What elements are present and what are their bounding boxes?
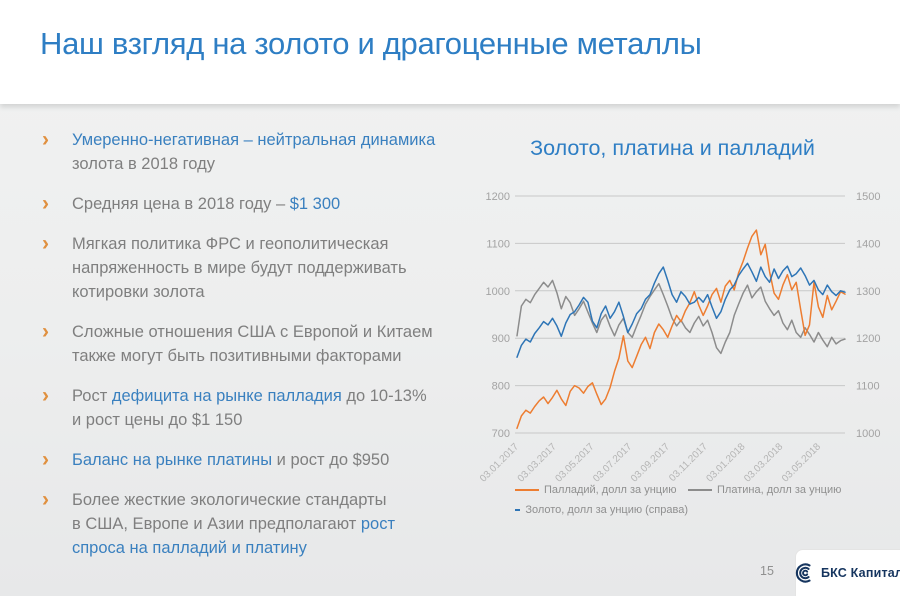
chart-legend: Палладий, долл за унцию Платина, долл за… [515,484,885,524]
y-axis-label-right: 1400 [856,238,880,250]
y-axis-label-left: 900 [492,333,510,345]
logo: БКС Капитал [793,562,900,584]
bullet-list: › Умеренно-негативная – нейтральная динам… [42,128,462,576]
chart-panel: 1200 1500 1100 1400 1000 1300 900 1200 800 1100 70… [470,183,895,485]
bcs-globe-icon [795,563,811,583]
legend-row: Золото, долл за унцию (справа) [515,504,885,516]
bullet-text: Баланс на рынке платины и рост до $950 [72,451,390,469]
legend-label-platinum: Платина, долл за унцию [717,484,842,496]
y-axis-label-right: 1200 [856,333,880,345]
chart-title: Золото, платина и палладий [530,136,815,160]
bullet-text: Мягкая политика ФРС и геополитическая нап… [72,235,407,301]
x-axis-label: 03.01.2017 [478,441,521,484]
x-axis-label: 03.01.2018 [704,441,747,484]
legend-item-gold: Золото, долл за унцию (справа) [515,504,688,516]
series-line-0 [516,229,846,430]
bullet-item: › Средняя цена в 2018 году – $1 300 [42,192,462,216]
chevron-right-icon: › [42,448,49,471]
bullet-text: Средняя цена в 2018 году – $1 300 [72,195,341,213]
logo-box: БКС Капитал [795,549,900,596]
x-axis-label: 03.09.2017 [629,441,672,484]
legend-item-palladium: Палладий, долл за унцию [515,484,688,496]
page-number: 15 [760,564,774,578]
x-axis-label: 03.05.2017 [553,441,596,484]
x-axis-label: 03.05.2018 [780,441,823,484]
x-axis-label: 03.07.2017 [591,441,634,484]
x-axis-label: 03.11.2017 [667,441,710,484]
logo-text: БКС Капитал [820,566,900,580]
gold-line-swatch-icon [515,509,521,511]
page-title: Наш взгляд на золото и драгоценные метал… [40,26,702,61]
legend-item-platinum: Платина, долл за унцию [688,484,841,496]
bullet-text: Сложные отношения США с Европой и Китаем… [72,323,433,365]
header: Наш взгляд на золото и драгоценные метал… [0,0,900,104]
chevron-right-icon: › [42,232,49,255]
bullet-item: › Мягкая политика ФРС и геополитическая на… [42,232,462,304]
chevron-right-icon: › [42,128,49,151]
x-axis-label: 03.03.2017 [516,441,559,484]
chevron-right-icon: › [42,488,49,511]
bullet-item: › Баланс на рынке платины и рост до $950 [42,448,462,472]
palladium-line-swatch-icon [515,489,539,491]
chevron-right-icon: › [42,384,49,407]
bullet-item: › Рост дефицита на рынке палладия до 10-1… [42,384,462,432]
bullet-item: › Более жесткие экологические стандарты в … [42,488,462,560]
x-axis-label: 03.03.2018 [742,441,785,484]
y-axis-label-left: 1000 [486,286,510,298]
y-axis-label-left: 700 [492,428,510,440]
legend-label-palladium: Палладий, долл за унцию [544,484,677,496]
y-axis-label-left: 1100 [486,238,510,250]
chart-svg: 1200 1500 1100 1400 1000 1300 900 1200 800 1100 70… [478,191,881,485]
y-axis-label-left: 800 [492,381,510,393]
legend-label-gold: Золото, долл за унцию (справа) [525,504,688,516]
bullet-item: › Сложные отношения США с Европой и Китае… [42,320,462,368]
y-axis-label-right: 1300 [856,286,880,298]
bullet-text: Более жесткие экологические стандарты в С… [72,491,396,557]
chevron-right-icon: › [42,320,49,343]
chevron-right-icon: › [42,192,49,215]
y-axis-label-right: 1100 [856,381,880,393]
platinum-line-swatch-icon [688,489,712,491]
y-axis-label-left: 1200 [486,191,510,203]
y-axis-label-right: 1500 [856,191,880,203]
y-axis-label-right: 1000 [856,428,880,440]
bullet-text: Умеренно-негативная – нейтральная динами… [72,131,436,173]
bullet-text: Рост дефицита на рынке палладия до 10-13… [72,387,427,429]
bullet-item: › Умеренно-негативная – нейтральная динам… [42,128,462,176]
legend-row: Палладий, долл за унцию Платина, долл за… [515,484,885,496]
series-line-2 [516,262,846,358]
